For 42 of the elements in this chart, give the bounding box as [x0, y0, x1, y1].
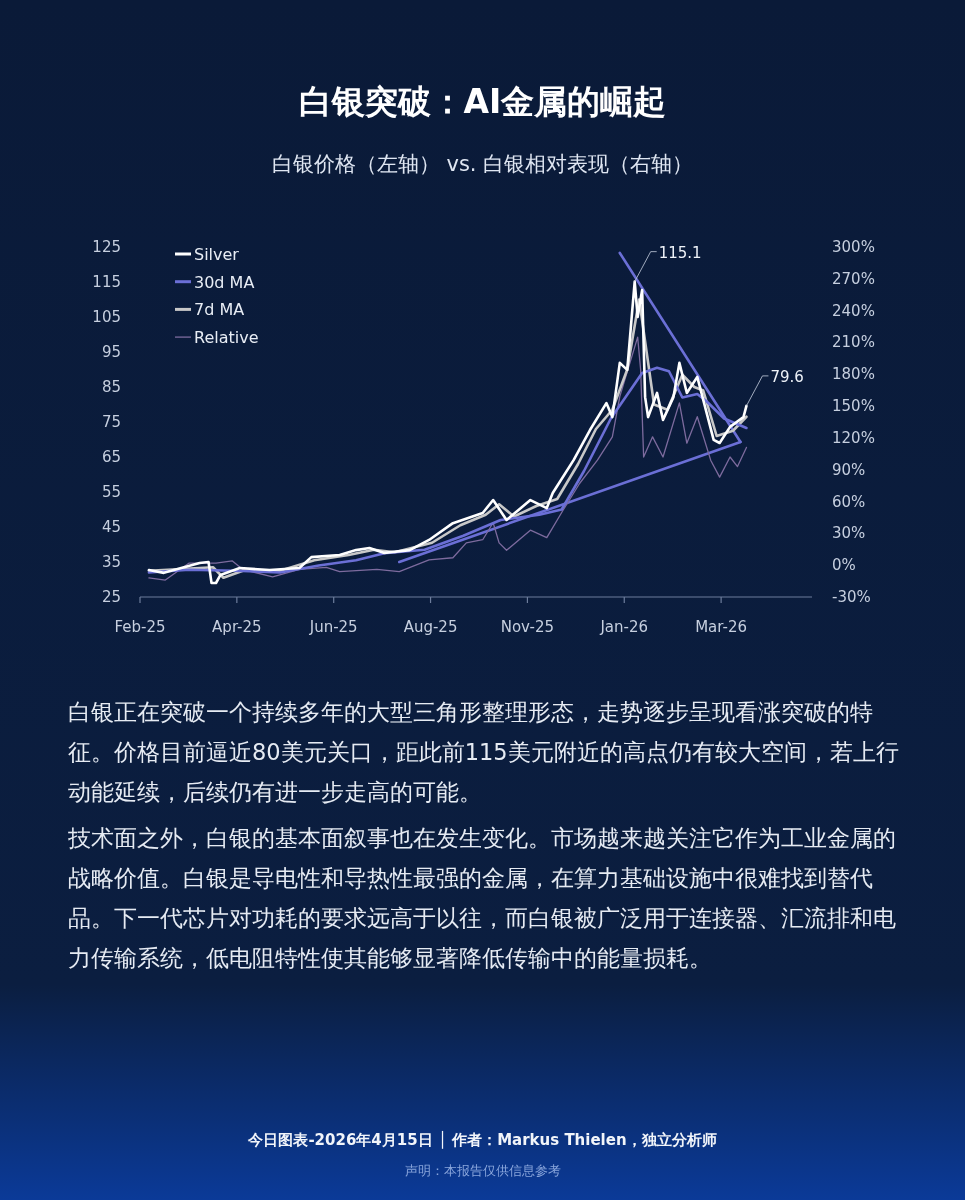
y2-tick-label: 210% [832, 333, 875, 352]
legend-label: Silver [194, 245, 240, 264]
y-tick-label: 105 [92, 308, 121, 326]
y-tick-label: 25 [101, 588, 121, 606]
y2-tick-label: 90% [832, 460, 866, 479]
y2-tick-label: -30% [832, 588, 871, 606]
text: 声明：本报告仅供信息参考 [403, 1162, 562, 1180]
y-tick-label: 45 [101, 518, 121, 536]
legend-label: Relative [194, 328, 259, 348]
x-tick-label: Apr-25 [212, 618, 262, 636]
y-tick-label: 125 [92, 238, 121, 256]
annotation: 79.6 [770, 367, 804, 386]
y2-tick-label: 30% [832, 524, 866, 543]
text: 今日图表-2026年4月15日 │ 作者：Markus Thielen，独立分析师 [247, 1131, 718, 1150]
y2-tick-label: 0% [832, 556, 856, 575]
y-tick-label: 75 [101, 413, 121, 431]
y-tick-label: 65 [101, 448, 121, 466]
x-tick-label: Jan-26 [599, 618, 649, 636]
y2-tick-label: 300% [832, 238, 875, 256]
y2-tick-label: 150% [832, 397, 875, 416]
x-tick-label: Mar-26 [695, 618, 748, 636]
legend-label: 7d MA [194, 300, 245, 320]
y-tick-label: 95 [101, 343, 121, 361]
text: 白银正在突破一个持续多年的大型三角形整理形态，走势逐步呈现看涨突破的特征。价格目前逼近80美元关口，距此前115美元附近的高点仍有较大空间，若上行动能延续，后续仍有进一步走高的可能。 [68, 698, 900, 807]
y-tick-label: 35 [101, 553, 121, 571]
chart-title: 白银突破：AI金属的崛起 [297, 81, 668, 123]
chart-subtitle: 白银价格（左轴） vs. 白银相对表现（右轴） [270, 151, 695, 178]
y2-tick-label: 240% [832, 301, 875, 320]
x-tick-label: Nov-25 [500, 618, 555, 636]
x-tick-label: Jun-25 [308, 618, 358, 636]
y-tick-label: 115 [92, 273, 121, 291]
annotation: 115.1 [658, 243, 702, 262]
y2-tick-label: 180% [832, 365, 875, 384]
y2-tick-label: 60% [832, 492, 866, 511]
y-tick-label: 55 [101, 483, 121, 501]
legend-label: 30d MA [194, 272, 255, 292]
y2-tick-label: 270% [832, 269, 875, 288]
text: 技术面之外，白银的基本面叙事也在发生变化。市场越来越关注它作为工业金属的战略价值。白银是导电性和导热性最强的金属，在算力基础设施中很难找到替代品。下一代芯片对功耗的要求远高于以往，而白银被广泛用于连接器、汇流排和电力传输系统，低电阻特性使其能够显著降低传输中的能量损耗。 [68, 824, 897, 973]
y2-tick-label: 120% [832, 428, 875, 447]
y-tick-label: 85 [101, 378, 121, 396]
x-tick-label: Feb-25 [114, 618, 166, 636]
x-tick-label: Aug-25 [403, 618, 458, 636]
